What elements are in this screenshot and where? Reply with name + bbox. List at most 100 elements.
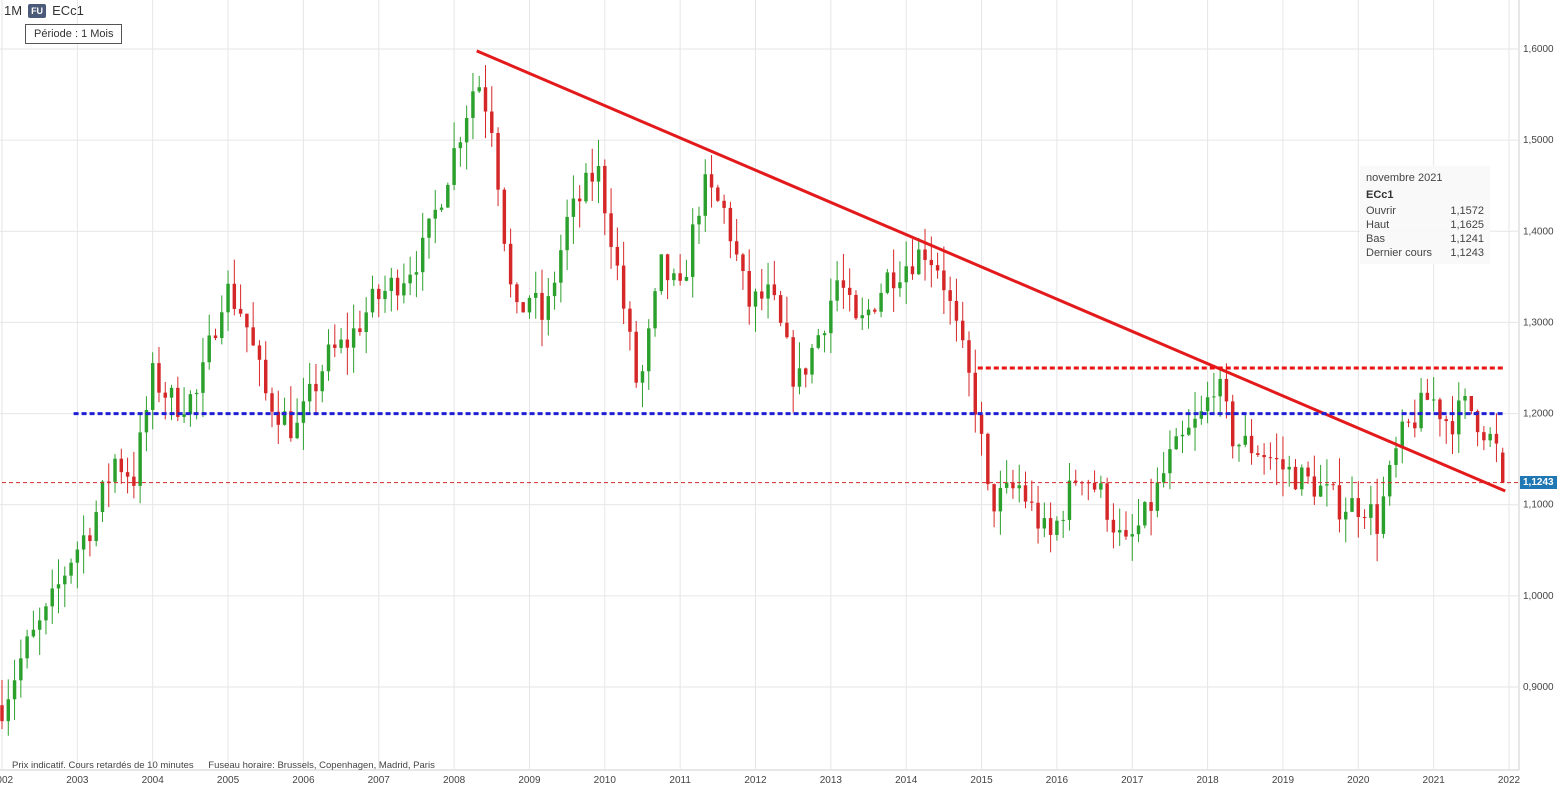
candle-body (138, 432, 142, 486)
candle-body (132, 476, 136, 486)
candle-body (804, 368, 808, 375)
candle-body (979, 414, 984, 434)
candle-body (722, 200, 726, 208)
candle-body (220, 312, 224, 339)
candle-body (69, 562, 73, 576)
candle-body (150, 363, 155, 411)
delay-note: Prix indicatif. Cours retardés de 10 min… (12, 760, 194, 771)
candle-body (50, 588, 54, 607)
candle-body (540, 292, 544, 320)
candle-body (358, 328, 362, 333)
candle-body (194, 392, 199, 395)
candle-body (1249, 435, 1254, 454)
candle-body (314, 383, 318, 392)
candle-body (1193, 418, 1197, 428)
candle-body (1356, 498, 1361, 518)
candle-body (829, 300, 833, 334)
candle-body (1230, 401, 1235, 447)
candle-body (1344, 511, 1348, 520)
candle-body (301, 401, 306, 423)
candle-body (339, 339, 343, 348)
candle-body (1155, 482, 1160, 511)
candle-body (942, 270, 946, 291)
timezone-note: Fuseau horaire: Brussels, Copenhagen, Ma… (208, 760, 435, 771)
info-value: 1,1572 (1450, 205, 1484, 217)
candle-body (383, 290, 387, 300)
x-axis: 2002 2003 2004 2005 2006 2007 2008 2009 2010 2011… (0, 775, 1521, 786)
candle-body (684, 276, 689, 281)
info-label: Ouvrir (1366, 205, 1396, 217)
candle-body (1369, 504, 1373, 518)
candle-body (213, 335, 218, 339)
candle-body (709, 174, 714, 188)
candle-body (496, 133, 500, 190)
candle-body (986, 433, 990, 485)
candle-body (1431, 399, 1436, 401)
x-tick-label: 2009 (518, 775, 541, 786)
x-tick-label: 2015 (970, 775, 993, 786)
candle-body (1413, 422, 1417, 429)
candle-body (458, 142, 463, 149)
candle-body (207, 335, 211, 363)
chart-footer: Prix indicatif. Cours retardés de 10 min… (12, 760, 447, 771)
x-tick-label: 2021 (1423, 775, 1446, 786)
candle-body (19, 658, 23, 681)
x-tick-label: 2018 (1196, 775, 1219, 786)
candle-body (998, 487, 1003, 512)
candle-body (1187, 427, 1191, 435)
candle-body (760, 291, 764, 299)
candle-body (1218, 378, 1222, 397)
candle-body (471, 91, 475, 118)
candle-body (1268, 457, 1273, 459)
x-tick-label: 2007 (368, 775, 391, 786)
candle-body (188, 394, 193, 415)
candle-body (672, 273, 676, 281)
candle-body (464, 117, 469, 143)
candle-body (490, 111, 494, 134)
candle-body (31, 629, 36, 637)
candle-body (1387, 464, 1392, 497)
candle-body (772, 284, 777, 296)
x-tick-label: 2016 (1046, 775, 1069, 786)
candle-body (1293, 466, 1298, 490)
candle-body (44, 606, 48, 621)
candle-body (94, 512, 98, 542)
candle-body (1224, 378, 1229, 402)
candle-body (854, 294, 858, 319)
candle-body (1042, 518, 1047, 529)
candle-body (634, 331, 638, 383)
candle-body (1444, 419, 1448, 422)
candle-body (647, 328, 651, 372)
candle-body (1130, 534, 1134, 537)
candle-body (810, 347, 814, 375)
candle-body (420, 237, 425, 273)
candle-body (1494, 433, 1499, 444)
candle-body (1117, 530, 1122, 533)
interval-label[interactable]: 1M (4, 3, 23, 18)
candle-body (1312, 476, 1317, 497)
candle-body (377, 288, 381, 300)
candle-body (1067, 480, 1072, 520)
candle-body (716, 187, 720, 201)
x-tick-label: 2011 (669, 775, 691, 786)
candle-body (1212, 396, 1216, 398)
info-label: Dernier cours (1366, 247, 1433, 259)
info-month: novembre 2021 (1366, 172, 1443, 184)
y-tick-label: 1,1000 (1523, 500, 1554, 511)
candle-body (697, 215, 701, 225)
candle-body (1281, 459, 1285, 470)
candle-body (534, 292, 538, 298)
candle-body (960, 320, 965, 341)
x-tick-label: 2005 (217, 775, 240, 786)
symbol-label[interactable]: ECc1 (52, 3, 84, 18)
candle-body (1406, 421, 1411, 423)
candle-body (25, 636, 29, 659)
candle-body (100, 481, 105, 513)
candle-body (1092, 482, 1097, 490)
candle-body (678, 273, 682, 281)
candle-body (1074, 480, 1078, 483)
candle-body (847, 287, 852, 295)
candle-body (1105, 483, 1109, 520)
candle-body (866, 309, 871, 316)
